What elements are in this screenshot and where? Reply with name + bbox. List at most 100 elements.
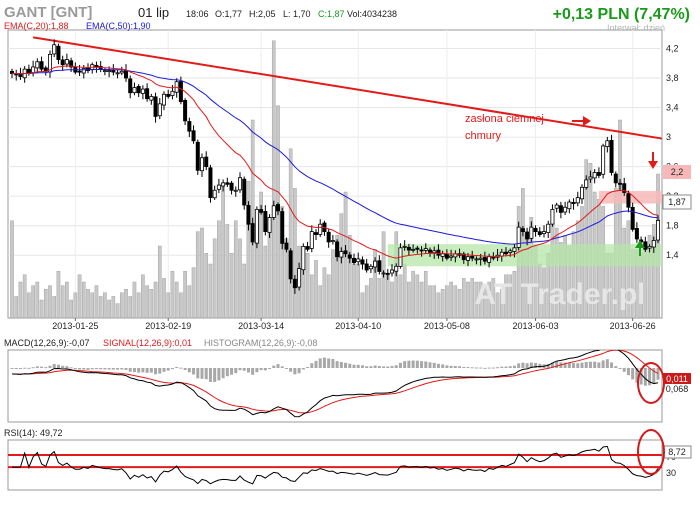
candle-body [124, 70, 129, 79]
volume-bar [39, 299, 44, 318]
candle-body [656, 220, 661, 241]
macd-histogram-bar [458, 366, 462, 368]
macd-histogram-bar [386, 366, 390, 368]
macd-histogram-bar [192, 368, 196, 375]
macd-histogram-bar [35, 366, 39, 368]
macd-histogram-bar [525, 363, 529, 368]
volume-bar [432, 285, 437, 318]
volume-bar [35, 281, 40, 318]
candle-body [145, 88, 150, 100]
candle-body [630, 206, 635, 230]
macd-histogram-bar [555, 361, 559, 368]
candle-body [461, 253, 466, 261]
candle-body [161, 93, 166, 106]
macd-histogram-bar [276, 364, 280, 368]
candle-body [605, 140, 610, 148]
candle-body [102, 70, 107, 73]
candle-body [520, 228, 525, 232]
interval-label: Interwał: dzień [607, 23, 665, 33]
candle-body [242, 178, 247, 206]
volume-bar [191, 267, 196, 318]
macd-histogram-bar [166, 368, 170, 371]
macd-histogram-bar [99, 368, 103, 370]
volume-bar [124, 289, 128, 318]
macd-histogram-bar [407, 360, 411, 368]
candle-body [347, 254, 352, 259]
candle-body [634, 228, 639, 240]
candle-body [132, 87, 137, 94]
volume-bar [445, 285, 449, 318]
macd-histogram-bar [111, 368, 115, 370]
price-x-tick-label: 2013-02-19 [145, 321, 191, 331]
macd-histogram-bar [145, 368, 149, 373]
volume-bar [495, 292, 500, 318]
volume-bar [440, 289, 445, 318]
volume-bar [398, 274, 403, 318]
macd-histogram-bar [512, 365, 516, 368]
macd-histogram-bar [483, 367, 487, 369]
macd-histogram-bar [356, 364, 360, 368]
candle-body [651, 240, 656, 248]
candle-body [326, 231, 331, 243]
volume-bar [331, 249, 335, 318]
macd-line [11, 350, 659, 418]
volume-bar [559, 242, 563, 318]
macd-histogram-bar [187, 368, 191, 373]
candle-body [423, 248, 428, 251]
macd-histogram-bar [352, 364, 356, 368]
macd-histogram-bar [23, 367, 27, 369]
volume-bar [233, 220, 238, 318]
volume-value: Vol:4034238 [347, 9, 397, 19]
candle-body [31, 66, 36, 74]
macd-histogram-bar [348, 363, 352, 368]
macd-histogram-bar [86, 368, 90, 370]
candle-body [419, 249, 424, 252]
candle-body [263, 211, 268, 233]
volume-bar [65, 281, 69, 318]
candle-body [81, 68, 86, 74]
macd-histogram-bar [652, 368, 656, 384]
volume-bar [157, 245, 162, 318]
volume-bar [111, 296, 116, 318]
candle-body [119, 70, 124, 74]
macd-histogram-bar [479, 367, 483, 369]
macd-histogram-bar [538, 363, 542, 368]
macd-histogram-bar [432, 362, 436, 368]
volume-bar [305, 252, 310, 318]
macd-histogram-bar [453, 365, 457, 368]
macd-histogram-bar [631, 368, 635, 380]
candle-body [35, 61, 40, 69]
macd-histogram-bar [394, 365, 398, 368]
macd-histogram-bar [398, 362, 402, 368]
macd-histogram-bar [436, 363, 440, 368]
volume-bar [246, 180, 251, 318]
volume-bar [132, 281, 137, 318]
volume-bar [94, 285, 99, 318]
volume-bar [453, 285, 458, 318]
candle-body [111, 69, 116, 73]
candle-body [389, 269, 394, 274]
low-value: L: 1,70 [283, 9, 311, 19]
candle-body [546, 223, 551, 233]
volume-bar [504, 274, 508, 318]
candle-body [275, 204, 280, 212]
volume-bar [571, 231, 576, 318]
volume-bar [187, 285, 192, 318]
open-value: O:1,77 [215, 9, 242, 19]
macd-histogram-bar [179, 367, 183, 369]
volume-bar [428, 285, 432, 318]
volume-bar [352, 263, 356, 318]
macd-histogram-bar [158, 368, 162, 374]
signal-line [12, 350, 659, 414]
candle-body [267, 217, 272, 233]
candle-body [259, 209, 264, 213]
macd-histogram-bar [339, 361, 343, 368]
macd-histogram-bar [445, 365, 449, 368]
candle-body [221, 182, 226, 187]
macd-histogram-bar [369, 366, 373, 368]
date-label: 01 lip [138, 5, 169, 20]
candle-body [254, 209, 259, 244]
candle-body [330, 240, 335, 242]
volume-bar [195, 231, 200, 318]
